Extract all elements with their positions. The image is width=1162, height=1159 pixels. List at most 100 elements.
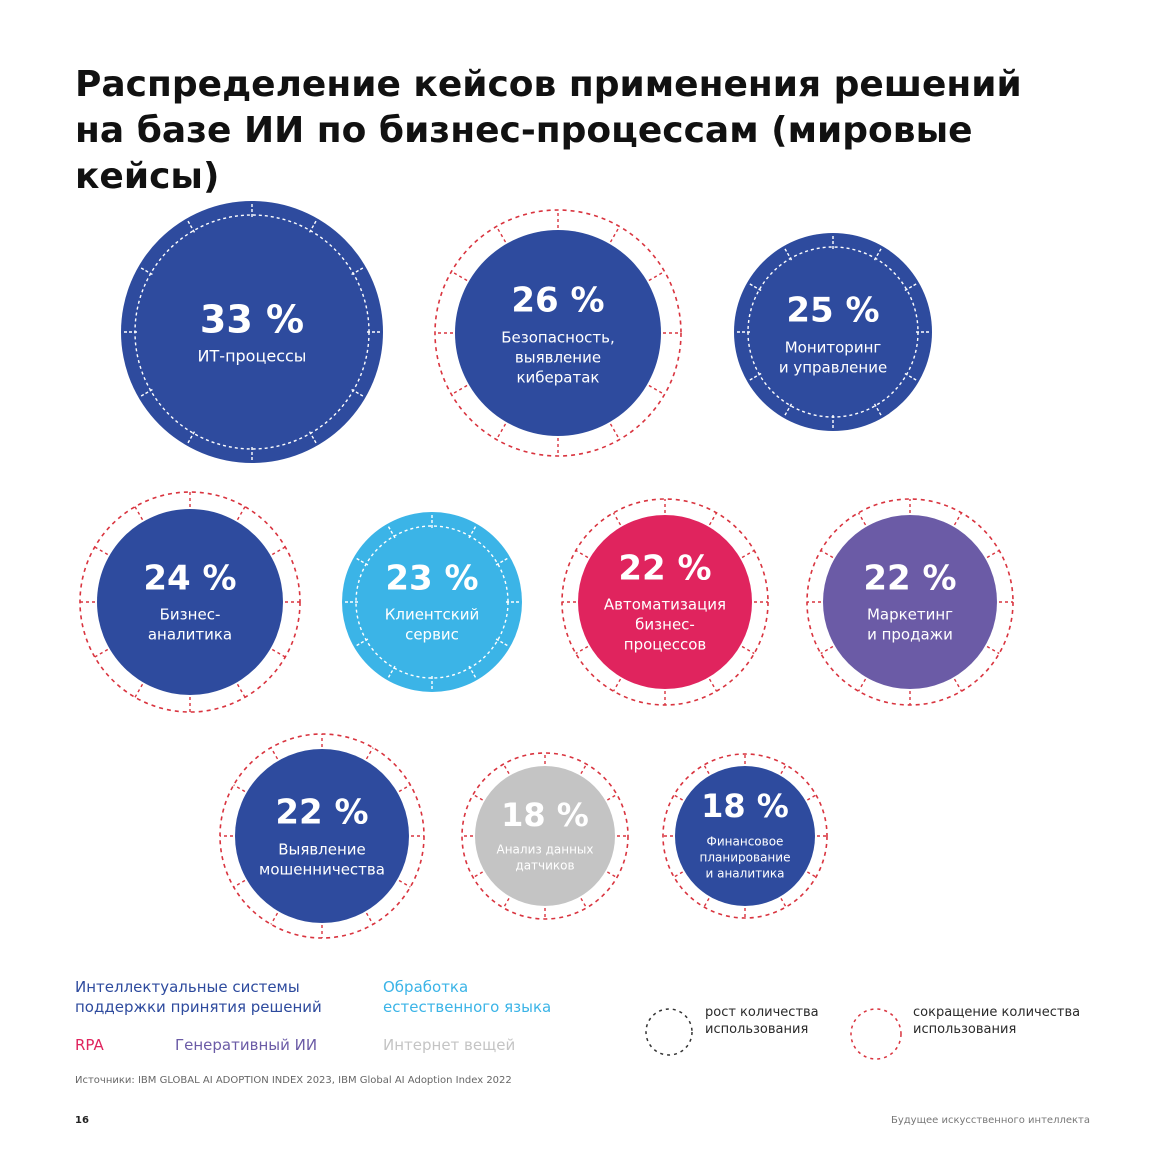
decrease-ring-tick <box>236 506 246 521</box>
bubble-value: 22 % <box>618 549 711 589</box>
decrease-ring-tick <box>580 763 588 774</box>
bubble-3: 25 % Мониторинг и управление <box>734 233 932 431</box>
legend-nlp-line-2: естественного языка <box>383 998 552 1016</box>
growth-ring-tick <box>355 557 369 566</box>
bubble-6: 22 % Автоматизация бизнес-процессов <box>561 498 769 706</box>
growth-ring-tick <box>139 266 153 276</box>
growth-ring-tick <box>186 431 196 445</box>
bubble-5: 23 % Клиентский сервис <box>342 512 522 692</box>
growth-ring-tick <box>495 638 509 647</box>
decrease-ring-tick <box>986 549 1000 559</box>
decrease-ring-tick <box>502 898 510 909</box>
decrease-ring-tick <box>609 423 621 440</box>
decrease-ring-tick <box>953 678 963 692</box>
growth-ring-tick <box>387 525 396 539</box>
decrease-ring-tick <box>648 270 665 282</box>
bubble-disc <box>97 509 283 695</box>
decrease-ring-tick <box>857 678 867 692</box>
decrease-ring-tick <box>703 898 710 908</box>
decrease-ring-tick <box>673 871 683 878</box>
bubble-label: Бизнес- <box>160 606 221 624</box>
page-number: 16 <box>75 1115 89 1126</box>
legend-decision-support-line-1: Интеллектуальные системы <box>75 978 300 996</box>
bubble-label: Маркетинг <box>867 606 953 624</box>
growth-key-line-2: использования <box>705 1022 809 1037</box>
bubble-7: 22 % Маркетинг и продажи <box>806 498 1014 706</box>
decrease-ring-tick <box>953 512 963 526</box>
chart-title: Распределение кейсов применения решений … <box>75 62 1115 200</box>
legend-generative-line-1: Генеративный ИИ <box>175 1036 318 1054</box>
bubble-10: 18 % Финансовое планирование и аналитика <box>662 753 828 919</box>
decrease-ring-tick <box>472 793 483 801</box>
bubble-label: Автоматизация <box>604 596 726 614</box>
decrease-ring-tick <box>580 898 588 909</box>
bubble-label: ИТ-процессы <box>198 347 307 366</box>
bubble-disc <box>578 515 752 689</box>
growth-ring-tick <box>186 219 196 233</box>
bubble-disc <box>235 749 409 923</box>
growth-ring-tick <box>355 638 369 647</box>
bubble-value: 22 % <box>863 559 956 599</box>
bubble-label: планирование <box>700 851 791 865</box>
bubble-label: Клиентский <box>385 606 480 624</box>
decrease-ring-tick <box>365 912 374 925</box>
growth-ring-tick <box>495 557 509 566</box>
bubble-label: сервис <box>405 626 459 644</box>
decrease-ring-tick <box>271 546 286 556</box>
decrease-ring-tick <box>233 879 246 888</box>
decrease-ring-tick <box>451 384 468 396</box>
footer-title: Будущее искусственного интеллекта <box>890 1115 1090 1126</box>
decrease-ring-tick <box>495 423 507 440</box>
decrease-ring-tick <box>134 683 144 698</box>
decrease-ring-tick <box>94 546 109 556</box>
decrease-ring-tick <box>648 384 665 396</box>
decrease-ring-tick <box>780 764 787 774</box>
bubble-value: 22 % <box>275 793 368 833</box>
legend-rpa-line-1: RPA <box>75 1036 104 1054</box>
bubble-9: 18 % Анализ данных датчиков <box>461 752 629 920</box>
growth-ring-tick <box>873 403 883 417</box>
bubble-label: выявление <box>515 349 601 367</box>
decrease-ring-tick <box>502 763 510 774</box>
decrease-ring-tick <box>270 747 279 760</box>
decrease-ring-tick <box>236 683 246 698</box>
bubble-label: датчиков <box>515 859 574 873</box>
bubble-value: 33 % <box>200 298 304 342</box>
decrease-ring-tick <box>708 512 718 526</box>
bubble-label: и аналитика <box>705 867 784 881</box>
decrease-ring-tick <box>820 549 834 559</box>
bubble-label: Мониторинг <box>785 339 882 357</box>
decrease-ring-tick <box>575 549 589 559</box>
bubble-label: Безопасность, <box>501 329 615 347</box>
decrease-ring-tick <box>233 784 246 793</box>
decrease-ring-tick <box>986 645 1000 655</box>
bubble-label: Выявление <box>278 841 366 859</box>
growth-ring-tick <box>351 266 365 276</box>
decrease-ring-tick <box>607 793 618 801</box>
decrease-ring-tick <box>673 794 683 801</box>
growth-ring-tick <box>873 247 883 261</box>
chart-title-line-2: на базе ИИ по бизнес-процессам (мировые … <box>75 110 973 197</box>
decrease-key-line-2: использования <box>913 1022 1017 1037</box>
bubble-value: 18 % <box>701 787 789 825</box>
growth-ring-tick <box>904 282 918 292</box>
decrease-ring-tick <box>398 879 411 888</box>
decrease-ring-tick <box>271 648 286 658</box>
bubble-8: 22 % Выявление мошенничества <box>219 733 425 939</box>
bubble-disc <box>455 230 661 436</box>
growth-ring-tick <box>468 525 477 539</box>
bubble-label: мошенничества <box>259 861 385 879</box>
decrease-ring-tick <box>780 898 787 908</box>
decrease-ring-tick <box>495 226 507 243</box>
bubble-label: бизнес- <box>635 616 695 634</box>
bubble-disc <box>121 201 383 463</box>
legend-generative: Генеративный ИИ <box>175 1035 317 1055</box>
chart-title-line-1: Распределение кейсов применения решений <box>75 64 1022 105</box>
bubble-disc <box>823 515 997 689</box>
bubble-label: аналитика <box>148 626 232 644</box>
legend-nlp: Обработка естественного языка <box>383 977 551 1017</box>
decrease-ring-tick <box>94 648 109 658</box>
growth-ring-tick <box>139 388 153 398</box>
legend-decision-support-line-2: поддержки принятия решений <box>75 998 322 1016</box>
